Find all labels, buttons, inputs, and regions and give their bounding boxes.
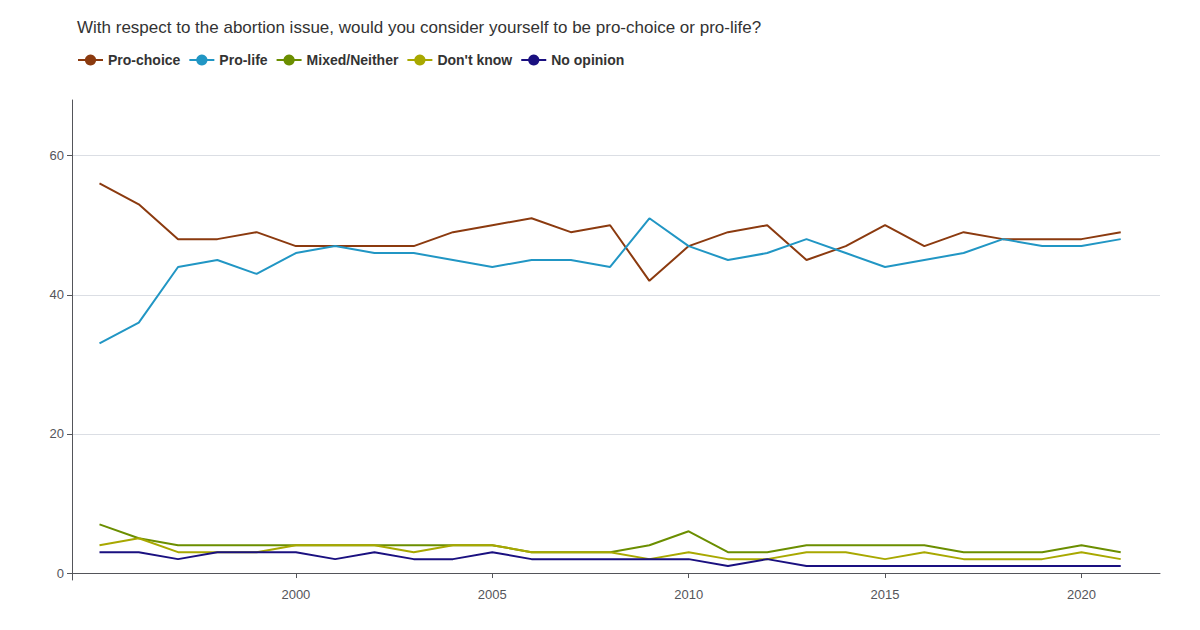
- svg-text:Don't know: Don't know: [437, 52, 512, 68]
- svg-text:Pro-choice: Pro-choice: [108, 52, 181, 68]
- svg-text:Pro-life: Pro-life: [219, 52, 267, 68]
- svg-text:With respect to the abortion i: With respect to the abortion issue, woul…: [77, 18, 761, 37]
- svg-text:2010: 2010: [674, 587, 703, 602]
- svg-text:0: 0: [57, 566, 64, 581]
- svg-text:20: 20: [50, 426, 64, 441]
- svg-text:Mixed/Neither: Mixed/Neither: [307, 52, 399, 68]
- svg-text:2020: 2020: [1067, 587, 1096, 602]
- svg-text:2000: 2000: [281, 587, 310, 602]
- svg-text:60: 60: [50, 148, 64, 163]
- svg-text:2015: 2015: [871, 587, 900, 602]
- svg-text:40: 40: [50, 287, 64, 302]
- svg-text:2005: 2005: [478, 587, 507, 602]
- svg-text:No opinion: No opinion: [551, 52, 624, 68]
